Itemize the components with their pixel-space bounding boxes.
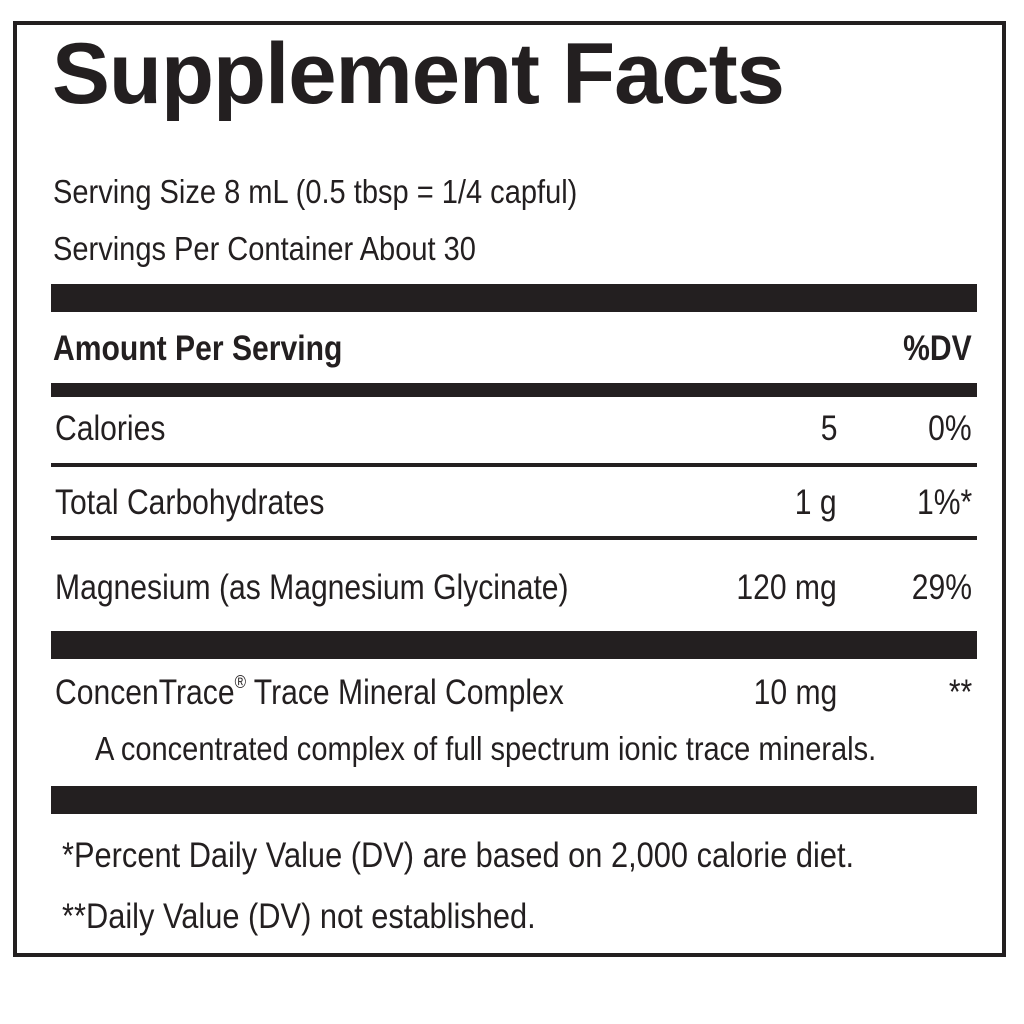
nutrient-name-carbohydrates: Total Carbohydrates <box>55 483 325 522</box>
medium-divider <box>51 383 977 397</box>
thin-divider <box>51 463 977 467</box>
footnote-dv-not-established: **Daily Value (DV) not established. <box>62 897 536 936</box>
thin-divider <box>51 536 977 540</box>
serving-size: Serving Size 8 mL (0.5 tbsp = 1/4 capful… <box>53 173 578 210</box>
nutrient-amount-magnesium: 120 mg <box>736 568 837 607</box>
nutrient-name-trace-mineral-complex: ConcenTrace® Trace Mineral Complex <box>55 672 564 712</box>
footnote-percent-dv: *Percent Daily Value (DV) are based on 2… <box>62 836 855 875</box>
nutrient-name-magnesium: Magnesium (as Magnesium Glycinate) <box>55 568 569 607</box>
nutrient-name-calories: Calories <box>55 409 166 448</box>
panel-title: Supplement Facts <box>52 26 785 122</box>
nutrient-dv-calories: 0% <box>928 409 972 448</box>
complex-brand-name: ConcenTrace <box>55 673 235 712</box>
nutrient-dv-carbohydrates: 1%* <box>916 483 972 522</box>
registered-mark: ® <box>234 672 246 692</box>
nutrient-dv-trace-mineral-complex: ** <box>948 673 972 712</box>
thick-divider-middle <box>51 631 977 659</box>
nutrient-amount-calories: 5 <box>820 409 837 448</box>
dv-header: %DV <box>903 329 972 368</box>
supplement-facts-panel: Supplement Facts Serving Size 8 mL (0.5 … <box>13 21 1006 957</box>
complex-description: A concentrated complex of full spectrum … <box>95 730 877 767</box>
amount-per-serving-header: Amount Per Serving <box>53 329 343 368</box>
servings-per-container: Servings Per Container About 30 <box>53 230 476 267</box>
thick-divider-bottom <box>51 786 977 814</box>
thick-divider-top <box>51 284 977 312</box>
nutrient-dv-magnesium: 29% <box>911 568 972 607</box>
complex-name-suffix: Trace Mineral Complex <box>245 673 564 712</box>
nutrient-amount-carbohydrates: 1 g <box>795 483 837 522</box>
nutrient-amount-trace-mineral-complex: 10 mg <box>753 673 837 712</box>
